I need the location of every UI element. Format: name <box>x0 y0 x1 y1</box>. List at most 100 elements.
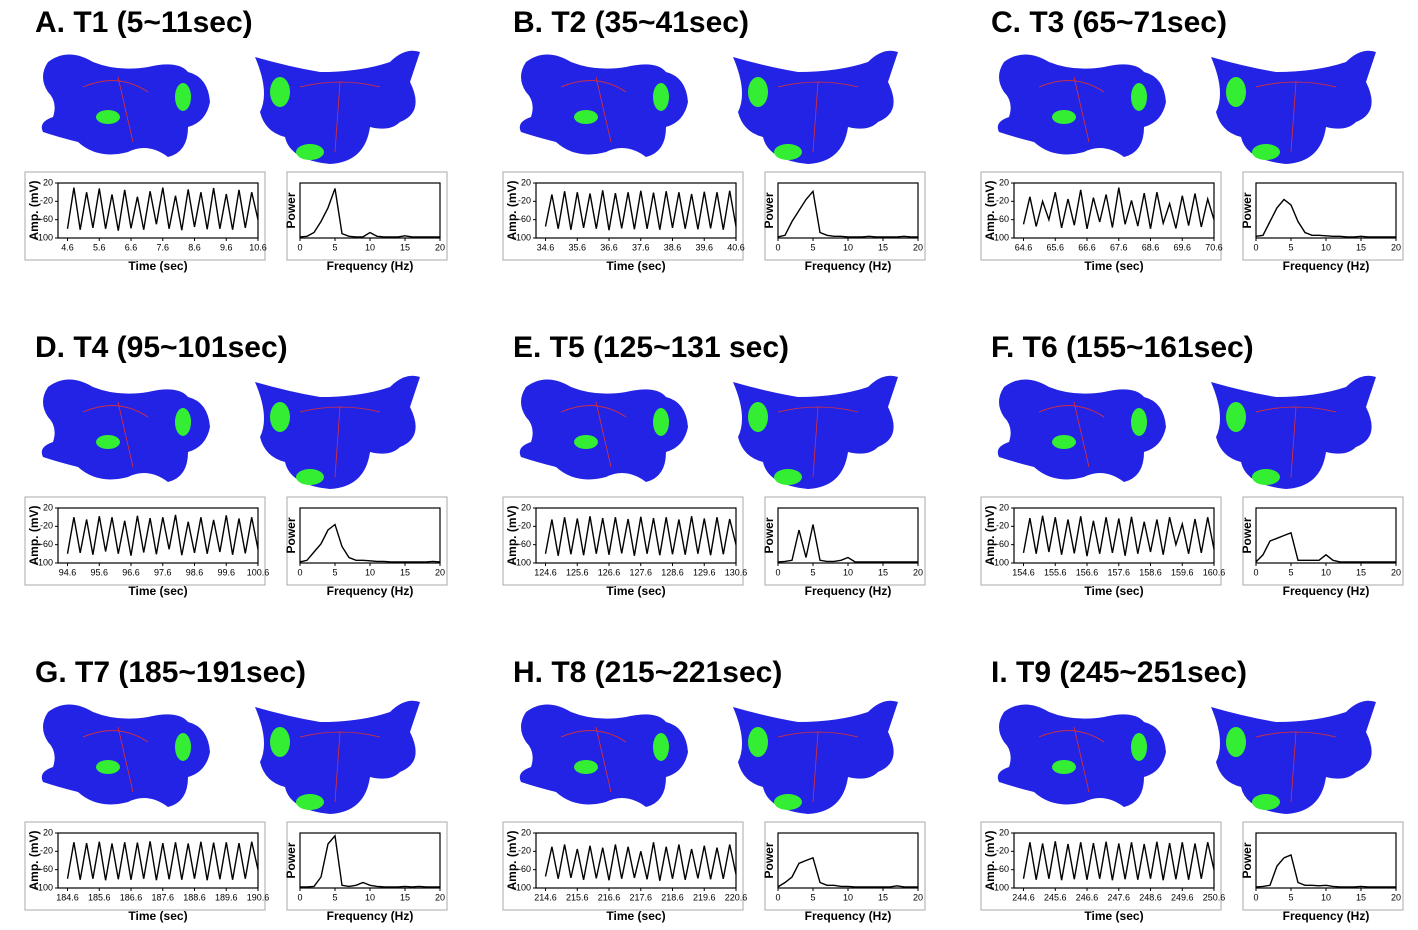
heart-map <box>520 380 688 483</box>
x-tick-label: 40.6 <box>727 242 745 252</box>
y-tick-label: 20 <box>43 827 53 837</box>
x-tick-label: 0 <box>775 567 780 577</box>
x-tick-label: 4.6 <box>61 242 74 252</box>
x-tick-label: 10 <box>365 242 375 252</box>
signal-line <box>68 841 259 880</box>
y-axis-label: Amp. (mV) <box>983 830 997 890</box>
x-tick-label: 64.6 <box>1015 242 1033 252</box>
x-tick-label: 245.6 <box>1044 892 1067 902</box>
y-tick-label: -20 <box>996 846 1009 856</box>
signal-line <box>1256 200 1396 237</box>
panel-title: G. T7 (185~191sec) <box>35 656 306 689</box>
x-tick-label: 94.6 <box>59 567 77 577</box>
x-axis-label: Frequency (Hz) <box>327 584 414 598</box>
x-axis-label: Frequency (Hz) <box>1283 259 1370 273</box>
x-tick-label: 5.6 <box>93 242 106 252</box>
y-axis-label: Amp. (mV) <box>505 180 519 240</box>
y-tick-label: -60 <box>518 214 531 224</box>
plot-area <box>1256 833 1396 888</box>
y-tick-label: 20 <box>43 502 53 512</box>
signal-line <box>68 188 259 231</box>
x-tick-label: 67.6 <box>1110 242 1128 252</box>
y-tick-label: 20 <box>999 827 1009 837</box>
x-axis-label: Frequency (Hz) <box>327 259 414 273</box>
y-axis-label: Amp. (mV) <box>983 505 997 565</box>
x-tick-label: 187.6 <box>151 892 174 902</box>
x-tick-label: 99.6 <box>217 567 235 577</box>
x-tick-label: 219.6 <box>693 892 716 902</box>
x-tick-label: 65.6 <box>1047 242 1065 252</box>
x-tick-label: 0 <box>297 892 302 902</box>
x-tick-label: 5 <box>1288 242 1293 252</box>
heart-map <box>42 380 210 483</box>
panel-title: F. T6 (155~161sec) <box>991 331 1254 364</box>
heart-map <box>733 701 898 814</box>
x-tick-label: 20 <box>1391 242 1401 252</box>
x-axis-label: Frequency (Hz) <box>805 584 892 598</box>
y-tick-label: -60 <box>996 864 1009 874</box>
y-axis-label: Amp. (mV) <box>983 180 997 240</box>
x-tick-label: 0 <box>297 242 302 252</box>
signal-line <box>300 189 440 237</box>
heart-map <box>1211 376 1376 489</box>
y-axis-label: Power <box>762 842 776 878</box>
x-tick-label: 20 <box>435 242 445 252</box>
plot-area <box>1014 833 1214 888</box>
x-tick-label: 7.6 <box>157 242 170 252</box>
plot-area <box>778 508 918 563</box>
signal-line <box>778 858 918 887</box>
x-tick-label: 5 <box>1288 567 1293 577</box>
x-axis-label: Frequency (Hz) <box>1283 909 1370 923</box>
heart-map <box>998 380 1166 483</box>
x-tick-label: 215.6 <box>566 892 589 902</box>
plot-area <box>300 833 440 888</box>
x-tick-label: 10 <box>1321 242 1331 252</box>
x-tick-label: 250.6 <box>1203 892 1226 902</box>
x-tick-label: 10 <box>843 892 853 902</box>
x-tick-label: 188.6 <box>183 892 206 902</box>
heart-map <box>998 705 1166 808</box>
x-tick-label: 8.6 <box>188 242 201 252</box>
x-tick-label: 155.6 <box>1044 567 1067 577</box>
x-tick-label: 154.6 <box>1012 567 1035 577</box>
panel-title: A. T1 (5~11sec) <box>35 6 253 39</box>
y-axis-label: Amp. (mV) <box>505 830 519 890</box>
x-tick-label: 216.6 <box>598 892 621 902</box>
x-axis-label: Time (sec) <box>606 584 665 598</box>
panel-title: I. T9 (245~251sec) <box>991 656 1247 689</box>
y-tick-label: -60 <box>518 864 531 874</box>
x-tick-label: 10 <box>365 892 375 902</box>
y-tick-label: -60 <box>518 539 531 549</box>
y-axis-label: Amp. (mV) <box>27 505 41 565</box>
plot-area <box>58 833 258 888</box>
plot-area <box>778 833 918 888</box>
figure: A. T1 (5~11sec)20-20-60-1004.65.66.67.68… <box>0 0 1418 930</box>
y-axis-label: Amp. (mV) <box>505 505 519 565</box>
y-tick-label: -60 <box>996 214 1009 224</box>
x-axis-label: Time (sec) <box>606 259 665 273</box>
x-tick-label: 97.6 <box>154 567 172 577</box>
x-tick-label: 5 <box>332 567 337 577</box>
x-tick-label: 249.6 <box>1171 892 1194 902</box>
plot-area <box>58 508 258 563</box>
y-tick-label: 20 <box>999 177 1009 187</box>
x-tick-label: 9.6 <box>220 242 233 252</box>
x-tick-label: 20 <box>913 567 923 577</box>
x-axis-label: Time (sec) <box>1084 584 1143 598</box>
y-axis-label: Amp. (mV) <box>27 180 41 240</box>
x-tick-label: 127.6 <box>629 567 652 577</box>
x-tick-label: 10 <box>843 567 853 577</box>
heart-map <box>255 51 420 164</box>
x-tick-label: 15 <box>1356 892 1366 902</box>
x-axis-label: Frequency (Hz) <box>805 909 892 923</box>
x-tick-label: 95.6 <box>91 567 109 577</box>
y-tick-label: 20 <box>521 827 531 837</box>
x-tick-label: 184.6 <box>56 892 79 902</box>
x-tick-label: 10 <box>1321 892 1331 902</box>
signal-line <box>68 515 259 556</box>
x-tick-label: 124.6 <box>534 567 557 577</box>
x-tick-label: 160.6 <box>1203 567 1226 577</box>
x-tick-label: 68.6 <box>1142 242 1160 252</box>
x-tick-label: 247.6 <box>1107 892 1130 902</box>
x-tick-label: 0 <box>1253 567 1258 577</box>
